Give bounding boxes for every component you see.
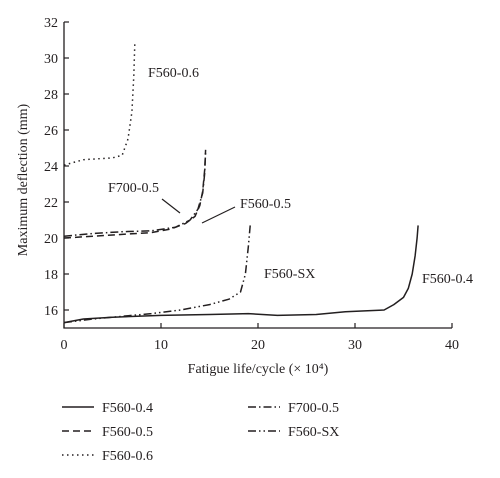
legend-label-f560-0.6: F560-0.6 — [102, 449, 153, 464]
series-label-f560-0.4: F560-0.4 — [422, 272, 473, 287]
legend: F560-0.4 F700-0.5 F560-0.5 F560-SX F560-0.6 — [62, 401, 339, 464]
y-tick-label: 18 — [44, 268, 58, 283]
y-tick-label: 32 — [44, 16, 58, 31]
y-tick-label: 16 — [44, 304, 58, 319]
legend-label-f700-0.5: F700-0.5 — [288, 401, 339, 416]
series-line-f560-0.4 — [63, 225, 419, 324]
x-axis-title: Fatigue life/cycle (× 10⁴) — [188, 362, 329, 377]
series-labels: F560-0.4 F560-0.5 F560-0.6 F700-0.5 F560-SX — [108, 66, 473, 287]
legend-label-f560-0.5: F560-0.5 — [102, 425, 153, 440]
y-tick-label: 26 — [44, 124, 58, 139]
legend-label-f560-sx: F560-SX — [288, 425, 339, 440]
ticks: 16 18 20 22 24 26 28 30 32 0 10 20 30 40 — [44, 16, 459, 353]
y-axis-title: Maximum deflection (mm) — [16, 103, 31, 256]
leader-line-f700-0.5 — [161, 198, 181, 214]
leader-line-f560-0.5 — [201, 206, 236, 224]
y-tick-label: 24 — [44, 160, 58, 175]
series-line-f560-sx — [63, 225, 251, 324]
series-label-f700-0.5: F700-0.5 — [108, 181, 159, 196]
series-label-f560-0.6: F560-0.6 — [148, 66, 199, 81]
x-tick-label: 20 — [251, 338, 265, 353]
axes — [63, 22, 452, 329]
legend-label-f560-0.4: F560-0.4 — [102, 401, 153, 416]
series-line-f700-0.5 — [63, 151, 207, 237]
series-line-f560-0.6 — [63, 43, 136, 166]
x-tick-label: 0 — [61, 338, 68, 353]
series-label-f560-sx: F560-SX — [264, 267, 315, 282]
y-tick-label: 20 — [44, 232, 58, 247]
y-tick-label: 30 — [44, 52, 58, 67]
y-tick-label: 22 — [44, 196, 58, 211]
y-tick-label: 28 — [44, 88, 58, 103]
axis-frame — [63, 22, 452, 329]
series-label-f560-0.5: F560-0.5 — [240, 197, 291, 212]
series-lines — [63, 43, 419, 324]
x-tick-label: 10 — [154, 338, 168, 353]
x-tick-label: 30 — [348, 338, 362, 353]
x-tick-label: 40 — [445, 338, 459, 353]
